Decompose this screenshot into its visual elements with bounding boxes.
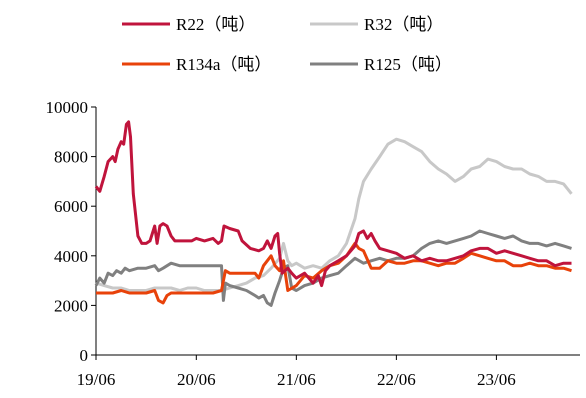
y-tick-label: 2000	[54, 296, 88, 315]
y-tick-label: 0	[80, 346, 89, 365]
series-line-1	[95, 137, 573, 292]
series-line-3	[94, 229, 572, 307]
legend-label-1: R32（吨）	[364, 15, 443, 34]
x-tick-label: 21/06	[277, 370, 316, 389]
chart-series	[94, 120, 573, 307]
legend-label-3: R125（吨）	[364, 55, 452, 74]
chart-legend: R22（吨） R32（吨） R134a（吨） R125（吨）	[122, 15, 452, 74]
x-tick-label: 23/06	[477, 370, 516, 389]
y-tick-label: 10000	[46, 98, 89, 117]
y-tick-label: 6000	[54, 197, 88, 216]
x-tick-label: 19/06	[77, 370, 116, 389]
series-line-2	[96, 241, 572, 305]
legend-label-0: R22（吨）	[176, 15, 255, 34]
y-tick-label: 8000	[54, 148, 88, 167]
x-tick-label: 20/06	[177, 370, 216, 389]
legend-label-2: R134a（吨）	[176, 55, 271, 74]
y-tick-label: 4000	[54, 247, 88, 266]
series-line-0	[94, 120, 572, 288]
x-tick-label: 22/06	[377, 370, 416, 389]
chart-axes: 0 2000 4000 6000 8000 10000 19/06 20/06 21/06 22/…	[46, 98, 580, 389]
